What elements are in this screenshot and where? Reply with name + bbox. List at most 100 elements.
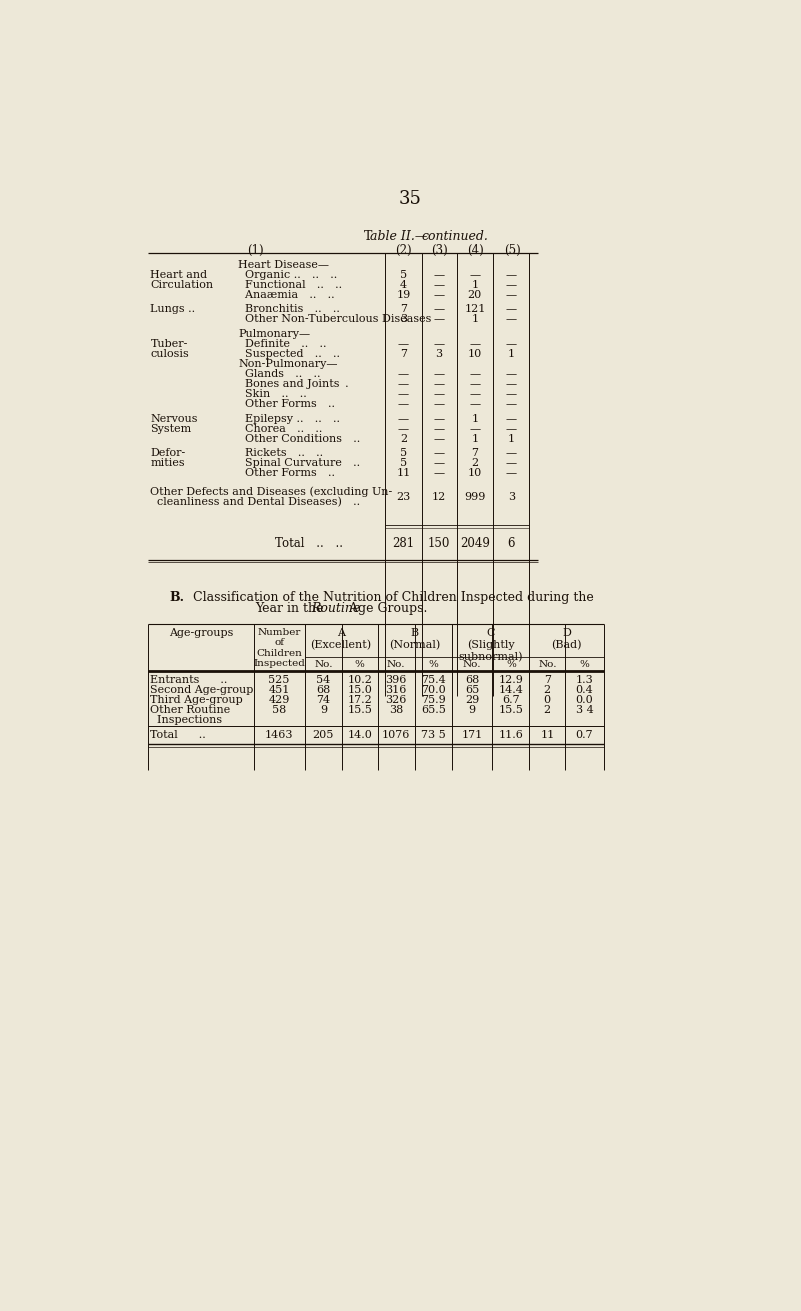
Text: 1.3: 1.3	[576, 675, 594, 684]
Text: —: —	[505, 468, 517, 479]
Text: —: —	[469, 379, 481, 389]
Text: 396: 396	[385, 675, 407, 684]
Text: System: System	[151, 423, 191, 434]
Text: No.: No.	[314, 661, 332, 669]
Text: %: %	[355, 661, 364, 669]
Text: —: —	[398, 399, 409, 409]
Text: Bronchitis  ..  ..: Bronchitis .. ..	[238, 304, 340, 315]
Text: Functional  ..  ..: Functional .. ..	[238, 279, 342, 290]
Text: 58: 58	[272, 705, 286, 714]
Text: 14.0: 14.0	[348, 730, 372, 741]
Text: 20: 20	[468, 290, 482, 300]
Text: Third Age-group: Third Age-group	[151, 695, 244, 705]
Text: Skin  ..  ..: Skin .. ..	[238, 389, 307, 399]
Text: 7: 7	[544, 675, 551, 684]
Text: 3 4: 3 4	[576, 705, 594, 714]
Text: —: —	[433, 423, 445, 434]
Text: Other Routine: Other Routine	[151, 705, 231, 714]
Text: 14.4: 14.4	[498, 684, 523, 695]
Text: 0: 0	[544, 695, 551, 705]
Text: 70.0: 70.0	[421, 684, 445, 695]
Text: —: —	[505, 423, 517, 434]
Text: 7: 7	[471, 448, 478, 459]
Text: (1): (1)	[247, 244, 264, 257]
Text: 150: 150	[428, 538, 450, 549]
Text: —: —	[398, 423, 409, 434]
Text: Chorea  ..  ..: Chorea .. ..	[238, 423, 323, 434]
Text: —: —	[433, 414, 445, 423]
Text: 3: 3	[508, 492, 515, 502]
Text: Second Age-group: Second Age-group	[151, 684, 254, 695]
Text: —: —	[398, 379, 409, 389]
Text: 0.4: 0.4	[576, 684, 594, 695]
Text: Heart and: Heart and	[151, 270, 207, 279]
Text: Inspections: Inspections	[151, 714, 223, 725]
Text: 65: 65	[465, 684, 479, 695]
Text: —: —	[433, 379, 445, 389]
Text: —: —	[505, 448, 517, 459]
Text: —: —	[433, 448, 445, 459]
Text: Lungs ..: Lungs ..	[151, 304, 195, 315]
Text: —: —	[433, 270, 445, 279]
Text: 1: 1	[508, 349, 515, 359]
Text: Anaæmia  ..  ..: Anaæmia .. ..	[238, 290, 335, 300]
Text: —: —	[505, 459, 517, 468]
Text: A
(Excellent): A (Excellent)	[311, 628, 372, 650]
Text: mities: mities	[151, 459, 185, 468]
Text: 1: 1	[471, 315, 478, 324]
Text: —: —	[433, 389, 445, 399]
Text: Pulmonary—: Pulmonary—	[238, 329, 310, 340]
Text: 171: 171	[461, 730, 483, 741]
Text: Defor-: Defor-	[151, 448, 186, 459]
Text: (2): (2)	[396, 244, 413, 257]
Text: 11.6: 11.6	[498, 730, 523, 741]
Text: —: —	[398, 370, 409, 379]
Text: 429: 429	[268, 695, 290, 705]
Text: 525: 525	[268, 675, 290, 684]
Text: 9: 9	[320, 705, 327, 714]
Text: B.: B.	[170, 591, 185, 604]
Text: —: —	[433, 459, 445, 468]
Text: 316: 316	[385, 684, 407, 695]
Text: 15.5: 15.5	[348, 705, 372, 714]
Text: (3): (3)	[431, 244, 448, 257]
Text: —: —	[505, 315, 517, 324]
Text: 38: 38	[389, 705, 403, 714]
Text: 4: 4	[400, 279, 407, 290]
Text: —: —	[433, 304, 445, 315]
Text: 999: 999	[464, 492, 485, 502]
Text: 1: 1	[471, 434, 478, 443]
Text: Spinal Curvature  ..: Spinal Curvature ..	[238, 459, 360, 468]
Text: 6: 6	[508, 538, 515, 549]
Text: 1463: 1463	[265, 730, 293, 741]
Text: 65.5: 65.5	[421, 705, 446, 714]
Text: 15.0: 15.0	[348, 684, 372, 695]
Text: —: —	[433, 279, 445, 290]
Text: —: —	[505, 370, 517, 379]
Text: 2049: 2049	[460, 538, 489, 549]
Text: 17.2: 17.2	[348, 695, 372, 705]
Text: %: %	[429, 661, 438, 669]
Text: (5): (5)	[504, 244, 521, 257]
Text: 12: 12	[432, 492, 446, 502]
Text: continued.: continued.	[422, 231, 489, 244]
Text: 35: 35	[399, 190, 421, 207]
Text: 2: 2	[544, 684, 551, 695]
Text: Definite  ..  ..: Definite .. ..	[238, 340, 327, 349]
Text: Rickets  ..  ..: Rickets .. ..	[238, 448, 323, 459]
Text: 75.9: 75.9	[421, 695, 445, 705]
Text: culosis: culosis	[151, 349, 189, 359]
Text: Total      ..: Total ..	[151, 730, 206, 741]
Text: D
(Bad): D (Bad)	[551, 628, 582, 650]
Text: 326: 326	[385, 695, 407, 705]
Text: 0.0: 0.0	[576, 695, 594, 705]
Text: —: —	[433, 399, 445, 409]
Text: 29: 29	[465, 695, 479, 705]
Text: Heart Disease—: Heart Disease—	[238, 260, 329, 270]
Text: No.: No.	[463, 661, 481, 669]
Text: Routine: Routine	[311, 602, 360, 615]
Text: Non-Pulmonary—: Non-Pulmonary—	[238, 359, 337, 370]
Text: Bones and Joints .: Bones and Joints .	[238, 379, 348, 389]
Text: 5: 5	[400, 459, 407, 468]
Text: 73 5: 73 5	[421, 730, 445, 741]
